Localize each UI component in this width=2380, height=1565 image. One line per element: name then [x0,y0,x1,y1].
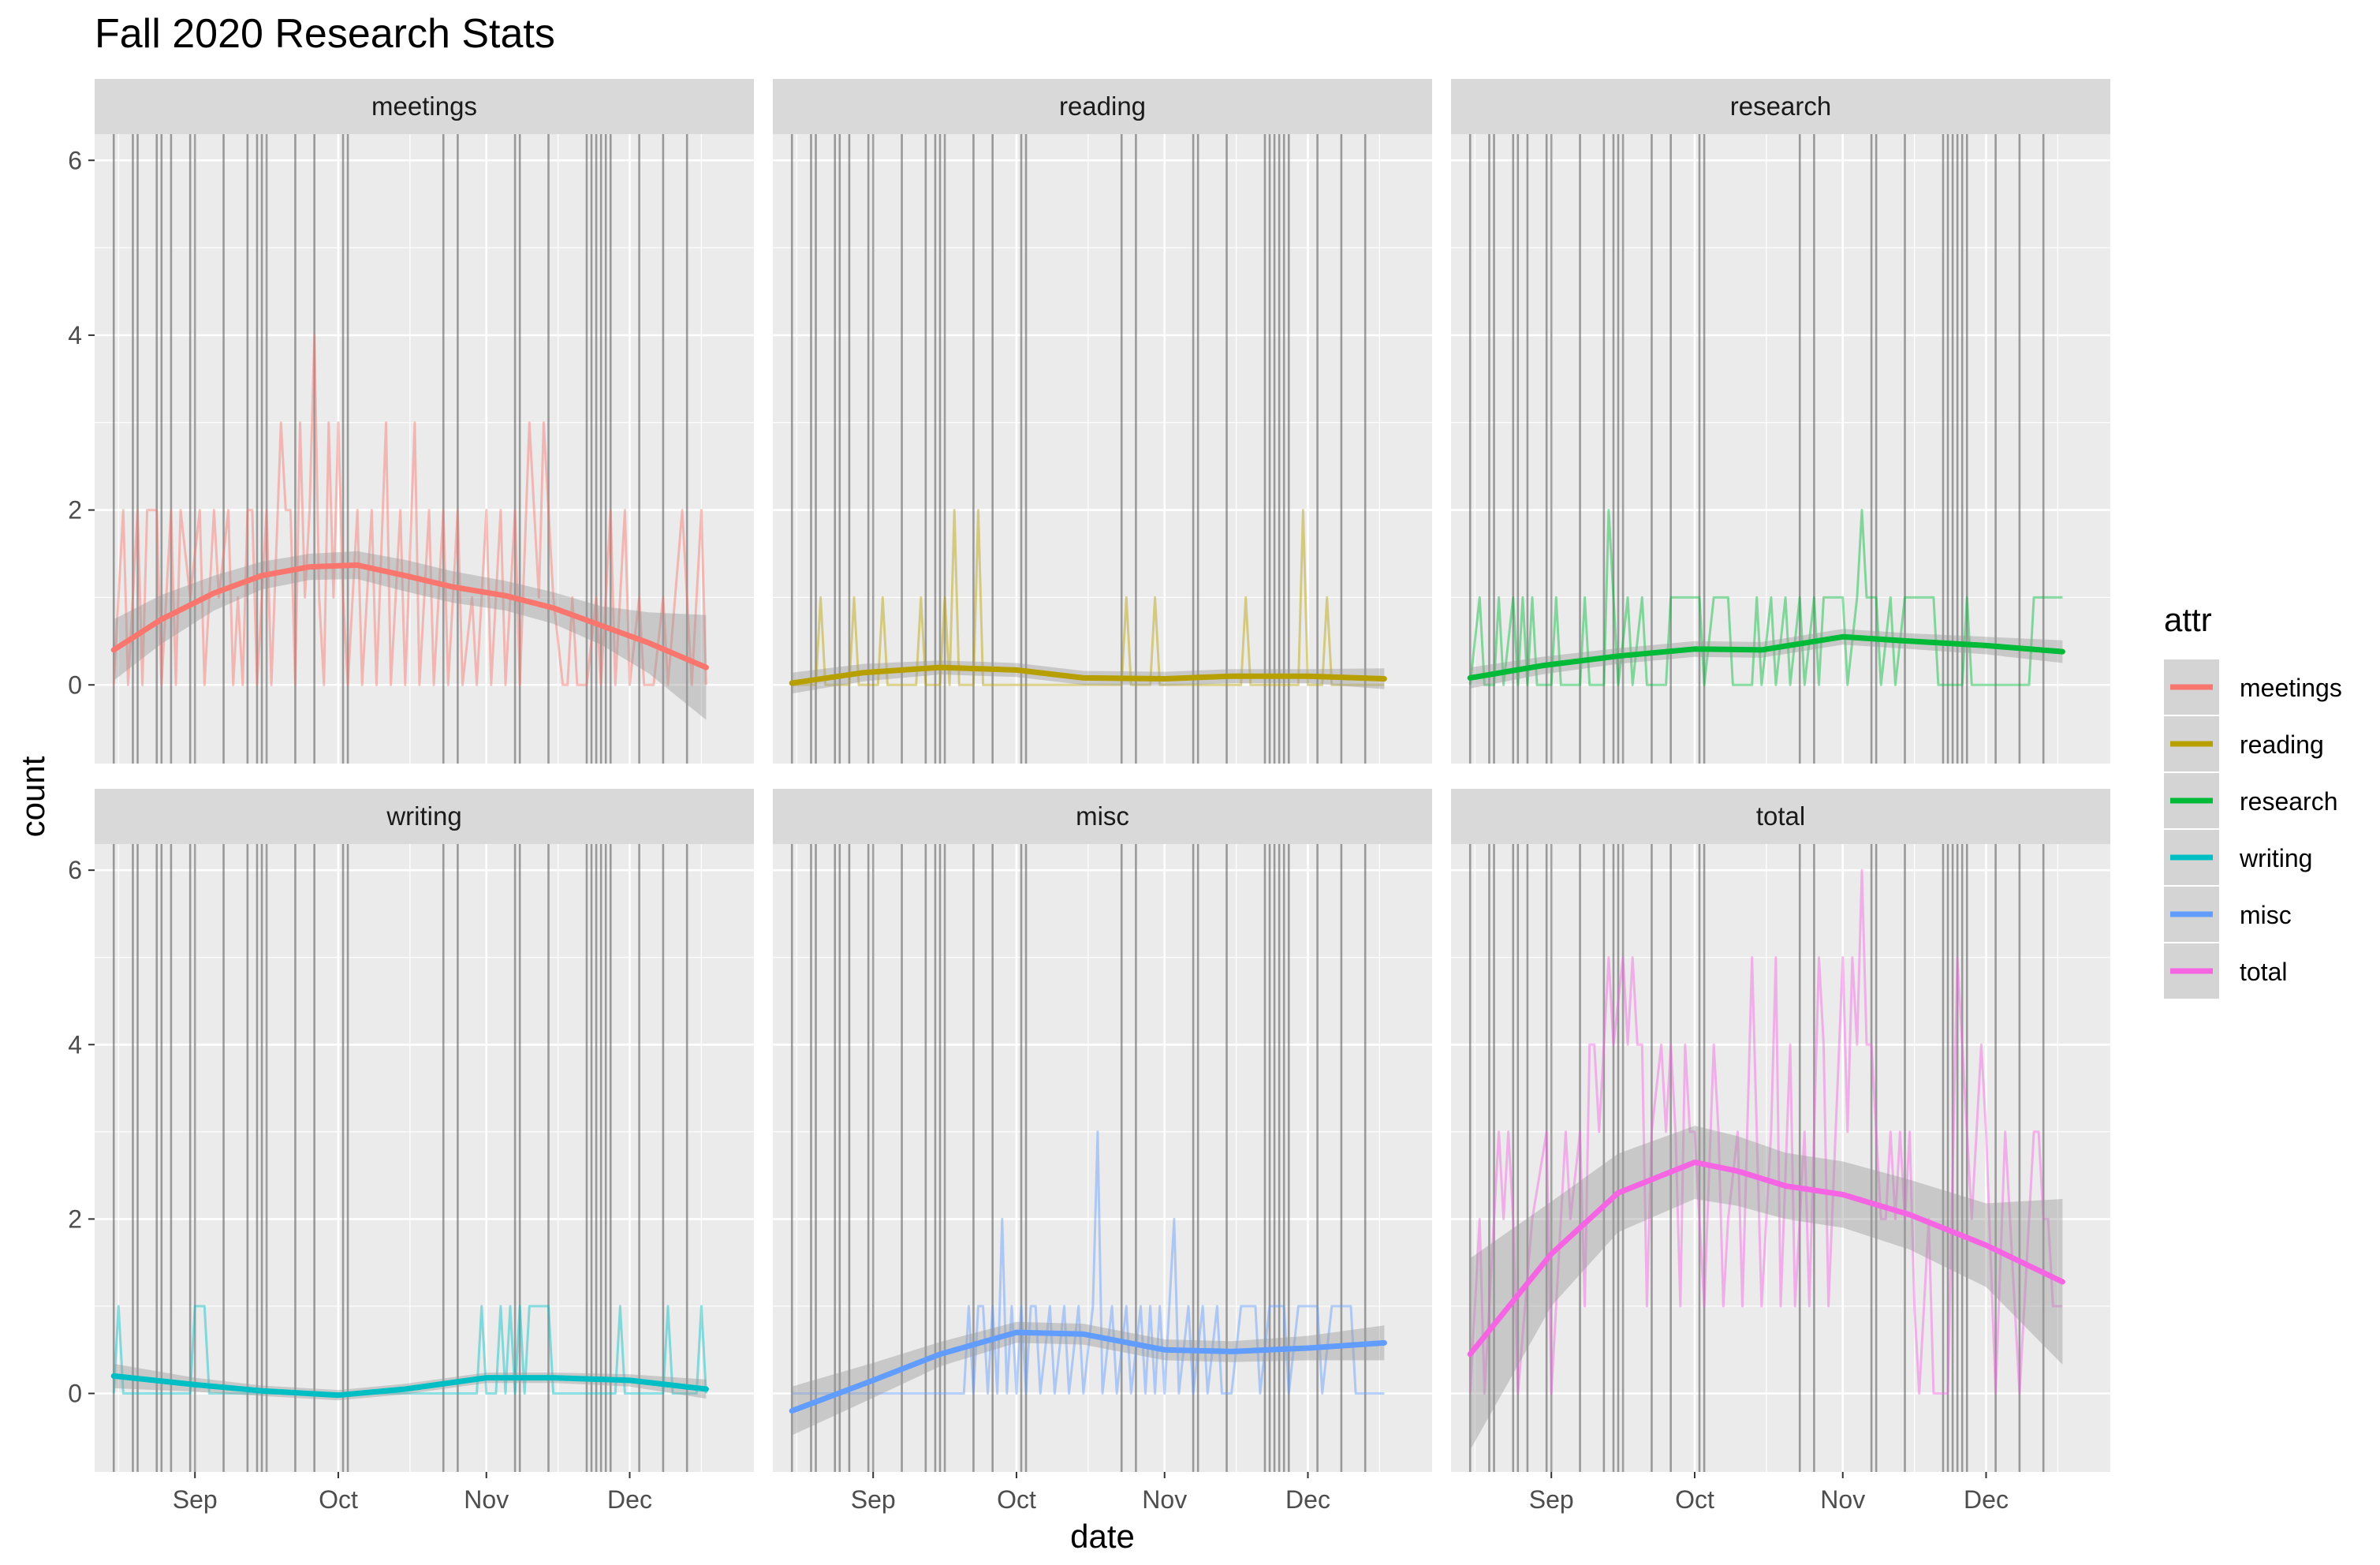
legend-label-misc: misc [2240,901,2292,929]
raw-series-line-reading [792,509,1385,686]
y-tick-label: 2 [68,496,82,525]
legend-label-research: research [2240,787,2338,816]
y-tick-label: 0 [68,1380,82,1408]
panel-background [773,134,1432,764]
panel-reading: reading [773,79,1432,764]
raw-series-line-research [1468,509,2063,686]
x-tick-label: Nov [1142,1485,1187,1514]
x-tick-label: Oct [319,1485,358,1514]
x-tick-label: Nov [1820,1485,1865,1514]
panel-background [1451,844,2110,1472]
facet-panels: meetings 0 2 4 6 reading research writing 0 2 4 6 Se… [68,79,2110,1514]
smooth-line-total [1467,1160,2065,1358]
raw-series-line-meetings [112,334,707,686]
strip-label-writing: writing [386,801,461,831]
legend: attr meetings reading research writing misc t… [2164,601,2342,999]
legend-label-total: total [2240,958,2287,986]
y-tick-label: 6 [68,856,82,884]
y-tick-label: 4 [68,321,82,349]
panel-writing: writing 0 2 4 6 Sep Oct Nov Dec [68,789,754,1514]
panel-meetings: meetings 0 2 4 6 [68,79,754,764]
y-tick-label: 0 [68,670,82,699]
legend-label-reading: reading [2240,730,2324,759]
y-tick-label: 2 [68,1205,82,1233]
y-axis-title: count [14,756,51,837]
smooth-line-reading [789,664,1387,686]
strip-writing [95,789,754,844]
confidence-band-meetings [114,551,707,720]
raw-series-line-misc [792,1130,1385,1395]
strip-misc [773,789,1432,844]
legend-label-meetings: meetings [2240,674,2342,702]
raw-series-line-total [1468,868,2063,1395]
strip-meetings [95,79,754,134]
x-tick-label: Oct [1675,1485,1714,1514]
x-tick-label: Nov [464,1485,509,1514]
strip-label-reading: reading [1059,92,1146,121]
y-tick-label: 6 [68,146,82,174]
raw-series-line-writing [112,1305,707,1395]
smooth-line-misc [789,1329,1387,1414]
confidence-band-total [1470,1126,2063,1451]
x-axis-title: date [1070,1518,1135,1555]
legend-label-writing: writing [2239,844,2312,872]
panel-research: research [1451,79,2110,764]
legend-item-research: research [2164,773,2338,828]
panel-total: total Sep Oct Nov Dec [1451,789,2110,1514]
x-tick-label: Sep [173,1485,218,1514]
x-tick-label: Sep [851,1485,896,1514]
strip-label-research: research [1730,92,1831,121]
smooth-line-meetings [110,562,709,670]
panel-background [95,844,754,1472]
smooth-line-research [1467,633,2065,681]
strip-research [1451,79,2110,134]
x-tick-label: Dec [1285,1485,1330,1514]
strip-label-total: total [1756,801,1805,831]
panel-misc: misc Sep Oct Nov Dec [773,789,1432,1514]
strip-reading [773,79,1432,134]
panel-background [95,134,754,764]
x-tick-label: Sep [1529,1485,1574,1514]
legend-item-writing: writing [2164,830,2312,885]
x-tick-label: Dec [607,1485,652,1514]
x-tick-label: Oct [997,1485,1036,1514]
x-tick-label: Dec [1964,1485,2009,1514]
legend-title: attr [2164,601,2212,638]
chart-title: Fall 2020 Research Stats [95,11,555,57]
strip-label-meetings: meetings [371,92,477,121]
strip-total [1451,789,2110,844]
legend-item-misc: misc [2164,887,2292,942]
legend-item-meetings: meetings [2164,659,2342,715]
y-tick-label: 4 [68,1030,82,1059]
panel-background [773,844,1432,1472]
legend-item-reading: reading [2164,716,2324,771]
smooth-line-writing [110,1373,709,1399]
panel-background [1451,134,2110,764]
strip-label-misc: misc [1076,801,1129,831]
legend-item-total: total [2164,943,2287,999]
